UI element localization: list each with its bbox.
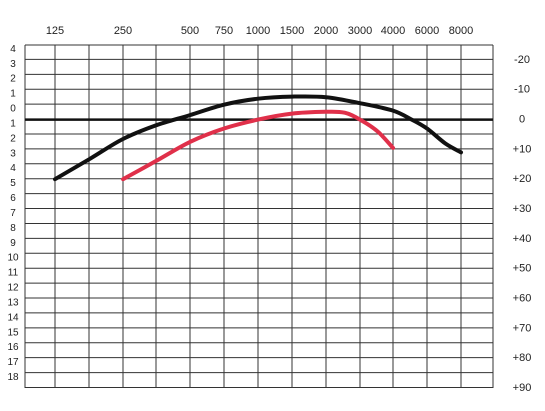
right-axis-label: +80	[513, 352, 532, 364]
x-tick-label: 1000	[246, 25, 270, 37]
left-axis-label: 2	[10, 133, 16, 144]
left-axis-label: 14	[7, 312, 19, 323]
x-tick-label: 500	[181, 25, 199, 37]
left-axis-label: 10	[7, 253, 19, 264]
right-axis-label: +20	[513, 173, 532, 185]
x-tick-labels: 125 250 500 750 1000 1500 2000 3000 4000 6000 8000	[46, 25, 473, 37]
left-axis-label: 2	[10, 74, 16, 85]
x-tick-label: 6000	[415, 25, 439, 37]
x-tick-label: 3000	[348, 25, 372, 37]
left-axis-label: 0	[10, 104, 16, 115]
series-lines	[53, 94, 463, 182]
left-axis-label: 15	[7, 327, 19, 338]
left-axis-label: 7	[10, 208, 16, 219]
right-axis-label: 0	[519, 114, 525, 126]
left-axis-label: 16	[7, 342, 19, 353]
left-axis-label: 3	[10, 148, 16, 159]
right-axis-label: +30	[513, 203, 532, 215]
left-axis-label: 11	[8, 268, 19, 279]
left-axis-label: 3	[10, 59, 16, 70]
left-axis-label: 4	[10, 163, 16, 174]
series-line-1	[53, 94, 463, 182]
right-axis-label: +70	[513, 322, 532, 334]
x-tick-label: 750	[215, 25, 233, 37]
left-axis-label: 17	[7, 357, 19, 368]
series-line-2	[121, 109, 395, 182]
left-axis-label: 8	[10, 223, 16, 234]
x-tick-label: 4000	[381, 25, 405, 37]
right-axis-label: +60	[513, 293, 532, 305]
right-axis-label: -20	[514, 54, 530, 66]
right-axis-labels: -20 -10 0 +10 +20 +30 +40 +50 +60 +70 +80 +90	[513, 54, 532, 394]
x-tick-label: 125	[46, 25, 64, 37]
left-axis-label: 1	[10, 118, 16, 129]
right-axis-label: -10	[514, 84, 530, 96]
left-axis-label: 4	[10, 44, 16, 55]
left-axis-label: 1	[10, 89, 16, 100]
left-axis-label: 6	[10, 193, 16, 204]
left-axis-label: 13	[7, 297, 19, 308]
grid-lines	[24, 44, 494, 388]
left-axis-label: 9	[10, 238, 16, 249]
right-axis-label: +10	[513, 143, 532, 155]
left-axis-label: 18	[7, 372, 19, 383]
left-axis-label: 5	[10, 178, 16, 189]
right-axis-label: +40	[513, 233, 532, 245]
right-axis-label: +90	[513, 382, 532, 394]
x-tick-label: 2000	[314, 25, 338, 37]
x-tick-label: 1500	[280, 25, 304, 37]
x-tick-label: 250	[114, 25, 132, 37]
right-axis-label: +50	[513, 263, 532, 275]
x-tick-label: 8000	[449, 25, 473, 37]
left-axis-label: 12	[7, 283, 19, 294]
